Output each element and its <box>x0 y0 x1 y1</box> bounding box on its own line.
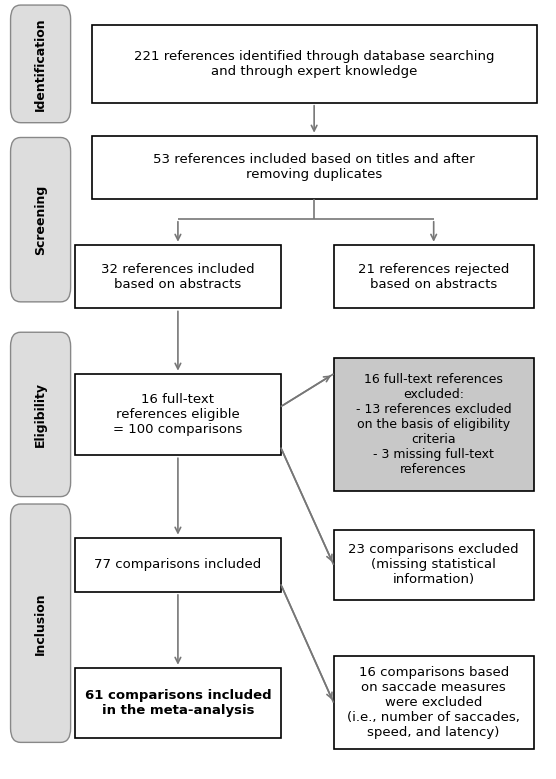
FancyBboxPatch shape <box>334 358 534 491</box>
FancyBboxPatch shape <box>334 245 534 308</box>
FancyBboxPatch shape <box>75 668 281 738</box>
Text: 221 references identified through database searching
and through expert knowledg: 221 references identified through databa… <box>134 50 494 78</box>
Text: 21 references rejected
based on abstracts: 21 references rejected based on abstract… <box>358 263 509 291</box>
FancyBboxPatch shape <box>334 530 534 600</box>
FancyBboxPatch shape <box>334 656 534 749</box>
FancyBboxPatch shape <box>75 245 281 308</box>
Text: 61 comparisons included
in the meta-analysis: 61 comparisons included in the meta-anal… <box>85 689 271 717</box>
FancyBboxPatch shape <box>92 136 537 199</box>
Text: Identification: Identification <box>34 17 47 111</box>
Text: 77 comparisons included: 77 comparisons included <box>95 559 261 571</box>
FancyBboxPatch shape <box>11 5 71 123</box>
Text: 16 full-text
references eligible
= 100 comparisons: 16 full-text references eligible = 100 c… <box>113 393 242 436</box>
Text: Eligibility: Eligibility <box>34 382 47 447</box>
FancyBboxPatch shape <box>75 538 281 592</box>
Text: 16 comparisons based
on saccade measures
were excluded
(i.e., number of saccades: 16 comparisons based on saccade measures… <box>348 666 520 739</box>
Text: 53 references included based on titles and after
removing duplicates: 53 references included based on titles a… <box>153 153 475 182</box>
Text: 23 comparisons excluded
(missing statistical
information): 23 comparisons excluded (missing statist… <box>349 543 519 587</box>
Text: 32 references included
based on abstracts: 32 references included based on abstract… <box>101 263 255 291</box>
Text: Screening: Screening <box>34 185 47 255</box>
FancyBboxPatch shape <box>11 332 71 497</box>
Text: 16 full-text references
excluded:
- 13 references excluded
on the basis of eligi: 16 full-text references excluded: - 13 r… <box>356 373 512 476</box>
FancyBboxPatch shape <box>11 504 71 742</box>
Text: Inclusion: Inclusion <box>34 592 47 654</box>
FancyBboxPatch shape <box>75 374 281 455</box>
FancyBboxPatch shape <box>11 138 71 302</box>
FancyBboxPatch shape <box>92 25 537 103</box>
